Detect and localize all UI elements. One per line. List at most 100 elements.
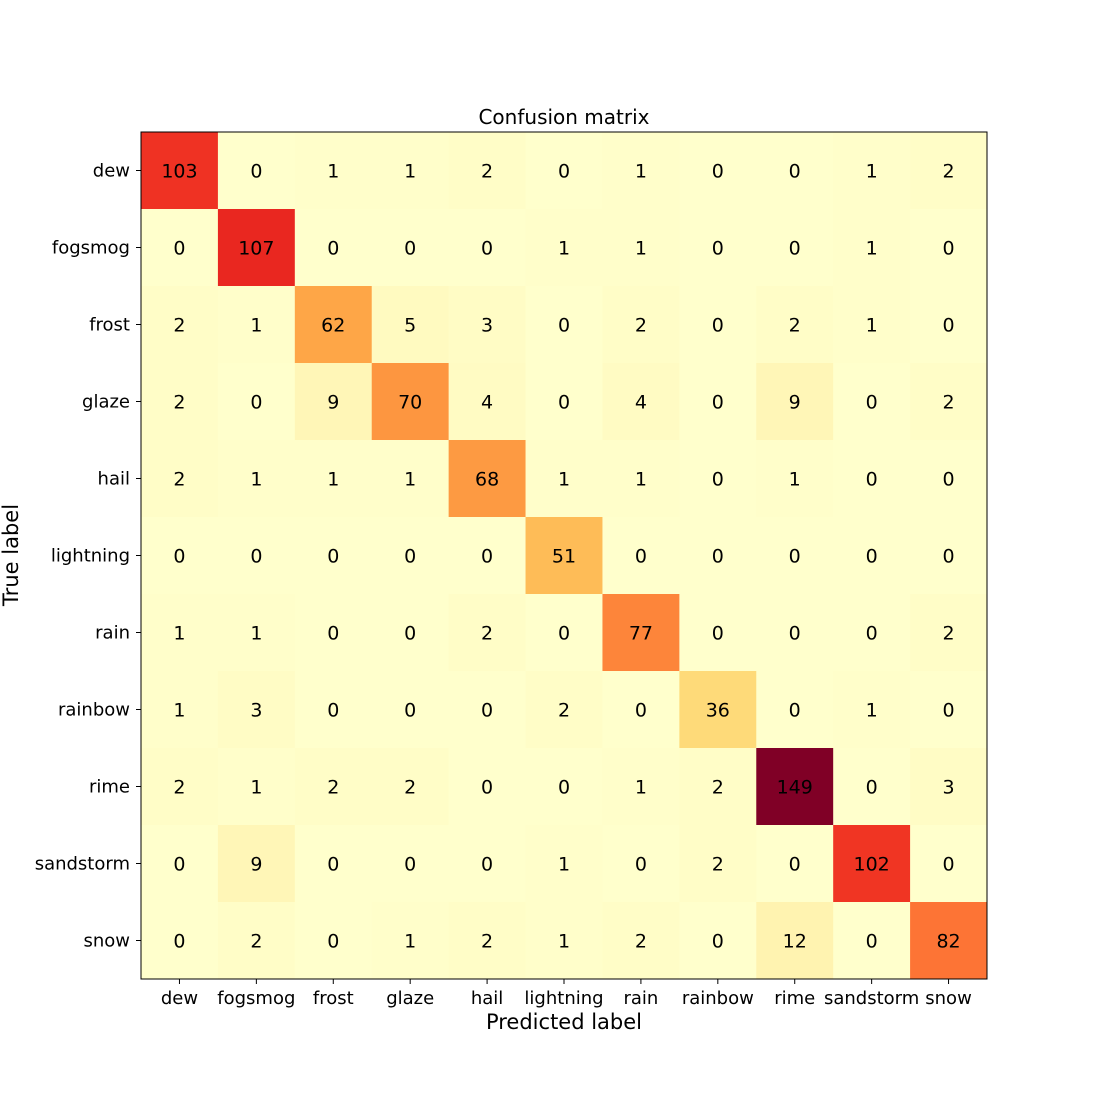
- cell-value-label: 0: [250, 392, 262, 414]
- cell-value-label: 3: [250, 700, 262, 722]
- cell-value-label: 51: [552, 546, 576, 568]
- heatmap-cell: [371, 440, 450, 518]
- x-tick-label: lightning: [524, 988, 603, 1009]
- cell-value-label: 0: [173, 931, 185, 953]
- heatmap-cell: [910, 517, 988, 595]
- cell-value-label: 1: [866, 315, 878, 337]
- heatmap-cell: [602, 132, 680, 210]
- cell-value-label: 0: [789, 546, 801, 568]
- cell-value-label: 0: [404, 700, 416, 722]
- heatmap-cell: [141, 594, 219, 672]
- y-tick-label: fogsmog: [52, 238, 130, 259]
- heatmap-cell: [525, 594, 603, 672]
- heatmap-cell: [602, 517, 680, 595]
- cell-value-label: 68: [475, 469, 499, 491]
- cell-value-label: 2: [173, 392, 185, 414]
- heatmap-cell: [525, 440, 603, 518]
- heatmap-cell: [833, 902, 911, 980]
- cell-value-label: 0: [481, 777, 493, 799]
- heatmap-cell: [910, 594, 988, 672]
- heatmap-cell: [217, 517, 296, 595]
- heatmap-cell: [294, 440, 373, 518]
- cell-value-label: 0: [942, 700, 954, 722]
- heatmap-cell: [602, 748, 680, 826]
- cell-value-label: 2: [173, 315, 185, 337]
- cell-value-label: 9: [327, 392, 339, 414]
- heatmap-cell: [910, 825, 988, 903]
- heatmap-cell: [756, 825, 834, 903]
- cell-value-label: 4: [481, 392, 493, 414]
- heatmap-cell: [525, 748, 603, 826]
- cell-value-label: 0: [173, 238, 185, 260]
- heatmap-cell: [371, 825, 450, 903]
- cell-value-label: 5: [404, 315, 416, 337]
- cell-value-label: 0: [942, 315, 954, 337]
- cell-value-label: 1: [250, 315, 262, 337]
- cell-value-label: 36: [706, 700, 730, 722]
- cell-value-label: 2: [250, 931, 262, 953]
- heatmap-cell: [448, 748, 527, 826]
- cell-value-label: 1: [866, 700, 878, 722]
- heatmap-cell: [217, 902, 296, 980]
- cell-value-label: 0: [404, 238, 416, 260]
- heatmap-cell: [833, 594, 911, 672]
- heatmap-cell: [525, 132, 603, 210]
- heatmap-cell: [910, 363, 988, 441]
- heatmap-cell: [602, 440, 680, 518]
- cell-value-label: 1: [250, 623, 262, 645]
- heatmap-cell: [448, 286, 527, 364]
- y-axis-ticks: dew fogsmog frost glaze hail lightning rain rai…: [35, 161, 141, 952]
- heatmap-cell: [602, 594, 680, 672]
- cell-value-label: 0: [327, 238, 339, 260]
- y-tick-label: hail: [98, 469, 130, 490]
- heatmap-cell: [294, 132, 373, 210]
- heatmap-cell: [448, 363, 527, 441]
- cell-value-label: 1: [404, 161, 416, 183]
- heatmap-cell: [525, 671, 603, 749]
- cell-value-label: 4: [635, 392, 647, 414]
- heatmap-cell: [448, 132, 527, 210]
- cell-value-label: 0: [404, 854, 416, 876]
- heatmap-cell: [294, 209, 373, 287]
- cell-value-label: 9: [789, 392, 801, 414]
- heatmap-cell: [525, 517, 603, 595]
- cell-value-label: 70: [398, 392, 422, 414]
- heatmap-cell: [602, 671, 680, 749]
- cell-value-label: 0: [866, 469, 878, 491]
- heatmap-cell: [141, 440, 219, 518]
- heatmap-cell: [679, 517, 757, 595]
- cell-value-label: 0: [327, 854, 339, 876]
- heatmap-cell: [602, 902, 680, 980]
- cell-value-label: 0: [481, 546, 493, 568]
- heatmap-cell: [371, 671, 450, 749]
- heatmap-cell: [833, 825, 911, 903]
- heatmap-cell: [141, 363, 219, 441]
- heatmap-cell: [679, 902, 757, 980]
- cell-value-label: 0: [712, 238, 724, 260]
- cell-value-label: 0: [558, 392, 570, 414]
- heatmap-cell: [294, 363, 373, 441]
- heatmap-cell: [910, 286, 988, 364]
- heatmap-cell: [910, 440, 988, 518]
- heatmap-cell: [679, 748, 757, 826]
- cell-value-label: 0: [942, 469, 954, 491]
- cell-value-label: 2: [173, 469, 185, 491]
- heatmap-cell: [448, 594, 527, 672]
- heatmap-cell: [371, 517, 450, 595]
- cell-value-label: 1: [866, 238, 878, 260]
- cell-value-label: 0: [789, 854, 801, 876]
- heatmap-cell: [294, 594, 373, 672]
- heatmap-cell: [217, 209, 296, 287]
- cell-value-label: 1: [558, 931, 570, 953]
- heatmap-cell: [833, 440, 911, 518]
- cell-value-label: 0: [789, 238, 801, 260]
- x-tick-label: frost: [313, 988, 354, 1009]
- heatmap-cell: [448, 517, 527, 595]
- heatmap-cell: [294, 825, 373, 903]
- cell-value-label: 103: [161, 161, 197, 183]
- y-tick-label: snow: [83, 931, 130, 952]
- cell-value-label: 0: [558, 623, 570, 645]
- heatmap-cell: [141, 132, 219, 210]
- cell-value-label: 2: [481, 623, 493, 645]
- heatmap-cell: [448, 440, 527, 518]
